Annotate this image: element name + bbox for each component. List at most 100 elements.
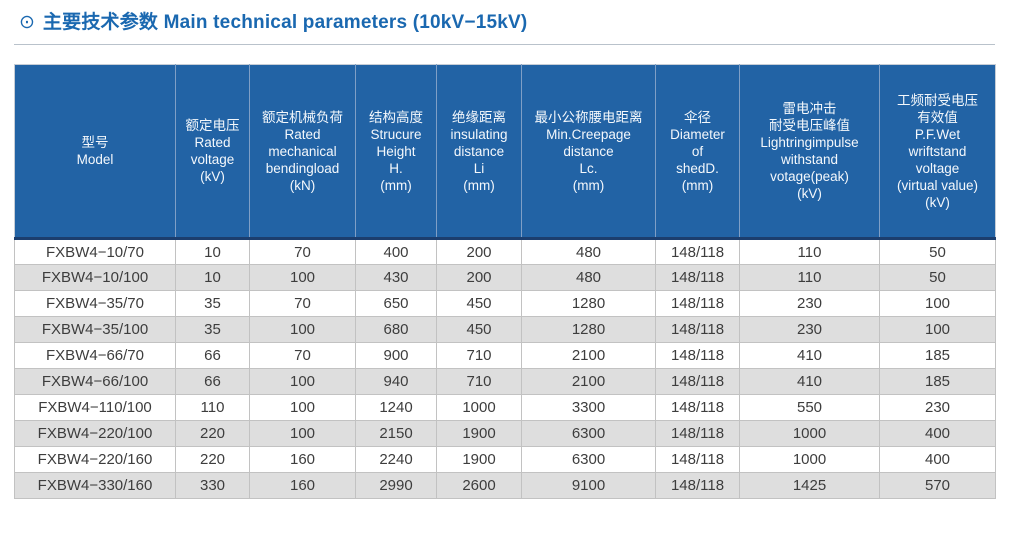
value-cell: 100	[249, 368, 356, 395]
column-header-line: 结构高度	[369, 109, 423, 125]
value-cell: 148/118	[655, 316, 740, 343]
value-cell: 10	[175, 264, 250, 291]
column-header-line: voltage	[190, 152, 235, 167]
value-cell: 1425	[739, 472, 880, 499]
value-cell: 710	[436, 342, 522, 369]
column-header-line: (kV)	[925, 194, 950, 210]
value-cell: 100	[249, 264, 356, 291]
column-header-line: bendingload	[265, 160, 340, 176]
value-cell: 400	[355, 238, 437, 265]
column-header-line: 绝缘距离	[452, 109, 506, 125]
column-header-line: Strucure	[370, 126, 422, 142]
value-cell: 35	[175, 290, 250, 317]
value-cell: 330	[175, 472, 250, 499]
value-cell: 400	[879, 420, 996, 447]
value-cell: 70	[249, 342, 356, 369]
value-cell: 900	[355, 342, 437, 369]
column-header-line: insulating	[450, 126, 508, 142]
column-header-line: H.	[389, 160, 403, 176]
value-cell: 160	[249, 472, 356, 499]
model-cell: FXBW4−220/160	[14, 446, 176, 473]
column-header-line: Model	[76, 152, 114, 167]
value-cell: 2990	[355, 472, 437, 499]
value-cell: 1280	[521, 290, 656, 317]
column-header-line: Height	[376, 143, 416, 159]
column-header-line: (mm)	[463, 177, 495, 193]
model-cell: FXBW4−330/160	[14, 472, 176, 499]
value-cell: 400	[879, 446, 996, 473]
column-header-line: (mm)	[380, 177, 412, 193]
value-cell: 940	[355, 368, 437, 395]
column-header-line: votage(peak)	[770, 169, 849, 184]
column-header-line: P.F.Wet	[914, 126, 961, 142]
column-header-line: Rated	[284, 126, 321, 142]
value-cell: 2100	[521, 368, 656, 395]
value-cell: 110	[175, 394, 250, 421]
parameters-table: 型号 Model 额定电压 Rated voltage (kV) 额定机械负荷 Rated me…	[14, 64, 996, 499]
value-cell: 410	[739, 368, 880, 395]
parameters-table-container: 型号 Model 额定电压 Rated voltage (kV) 额定机械负荷 Rated me…	[14, 64, 996, 499]
column-header-line: 额定电压	[185, 118, 240, 133]
value-cell: 570	[879, 472, 996, 499]
column-header-line: shedD.	[676, 160, 719, 176]
value-cell: 1900	[436, 420, 522, 447]
value-cell: 230	[739, 290, 880, 317]
table-row: FXBW4−110/100 110 100 1240 1000 3300 148/118 55…	[14, 394, 996, 421]
value-cell: 148/118	[655, 394, 740, 421]
value-cell: 3300	[521, 394, 656, 421]
value-cell: 550	[739, 394, 880, 421]
value-cell: 1000	[739, 446, 880, 473]
column-header-line: wriftstand	[908, 143, 967, 159]
value-cell: 70	[249, 290, 356, 317]
value-cell: 148/118	[655, 290, 740, 317]
value-cell: 100	[879, 316, 996, 343]
column-header-line: Min.Creepage	[546, 126, 631, 142]
value-cell: 1280	[521, 316, 656, 343]
model-cell: FXBW4−66/100	[14, 368, 176, 395]
value-cell: 70	[249, 238, 356, 265]
table-row: FXBW4−35/100 35 100 680 450 1280 148/118 230 100	[14, 316, 996, 343]
column-header-line: 工频耐受电压	[897, 92, 978, 108]
column-header-line: (kN)	[289, 177, 316, 193]
value-cell: 2150	[355, 420, 437, 447]
table-row: FXBW4−220/160 220 160 2240 1900 6300 148/118 10…	[14, 446, 996, 473]
column-header-line: distance	[453, 143, 505, 159]
column-header-line: 额定机械负荷	[262, 109, 343, 125]
column-header-rated-mechanical-bending-load: 额定机械负荷 Rated mechanical bendingload (kN)	[249, 64, 356, 240]
value-cell: 410	[739, 342, 880, 369]
value-cell: 10	[175, 238, 250, 265]
column-header-line: Lightringimpulse	[760, 135, 859, 150]
table-body: FXBW4−10/70 10 70 400 200 480 148/118 110 50 FXBW…	[14, 238, 996, 499]
value-cell: 148/118	[655, 368, 740, 395]
column-header-line: of	[691, 143, 704, 159]
value-cell: 148/118	[655, 446, 740, 473]
column-header-line: mechanical	[268, 143, 337, 159]
column-header-line: (kV)	[200, 169, 225, 184]
model-cell: FXBW4−10/100	[14, 264, 176, 291]
value-cell: 148/118	[655, 238, 740, 265]
value-cell: 2100	[521, 342, 656, 369]
column-header-structure-height: 结构高度 Strucure Height H. (mm)	[355, 64, 437, 240]
column-header-line: Diameter	[670, 126, 725, 142]
column-header-line: 伞径	[684, 109, 711, 125]
value-cell: 148/118	[655, 342, 740, 369]
column-header-line: Li	[473, 160, 485, 176]
column-header-line: voltage	[915, 160, 960, 176]
column-header-lightning-impulse-withstand: 雷电冲击 耐受电压峰值 Lightringimpulse withstand votag…	[739, 64, 880, 240]
column-header-line: Rated	[194, 135, 231, 150]
value-cell: 66	[175, 368, 250, 395]
column-header-line: 有效值	[917, 109, 958, 125]
table-row: FXBW4−330/160 330 160 2990 2600 9100 148/118 14…	[14, 472, 996, 499]
value-cell: 1000	[436, 394, 522, 421]
column-header-insulating-distance: 绝缘距离 insulating distance Li (mm)	[436, 64, 522, 240]
column-header-line: (mm)	[572, 177, 605, 193]
value-cell: 2240	[355, 446, 437, 473]
model-cell: FXBW4−35/100	[14, 316, 176, 343]
section-header: ⊙ 主要技术参数 Main technical parameters (10kV…	[0, 0, 1009, 35]
table-header: 型号 Model 额定电压 Rated voltage (kV) 额定机械负荷 Rated me…	[14, 64, 996, 240]
column-header-line: (virtual value)	[896, 177, 979, 193]
column-header-line: (mm)	[681, 177, 714, 193]
column-header-line: (kV)	[797, 186, 822, 201]
table-row: FXBW4−35/70 35 70 650 450 1280 148/118 230 100	[14, 290, 996, 317]
